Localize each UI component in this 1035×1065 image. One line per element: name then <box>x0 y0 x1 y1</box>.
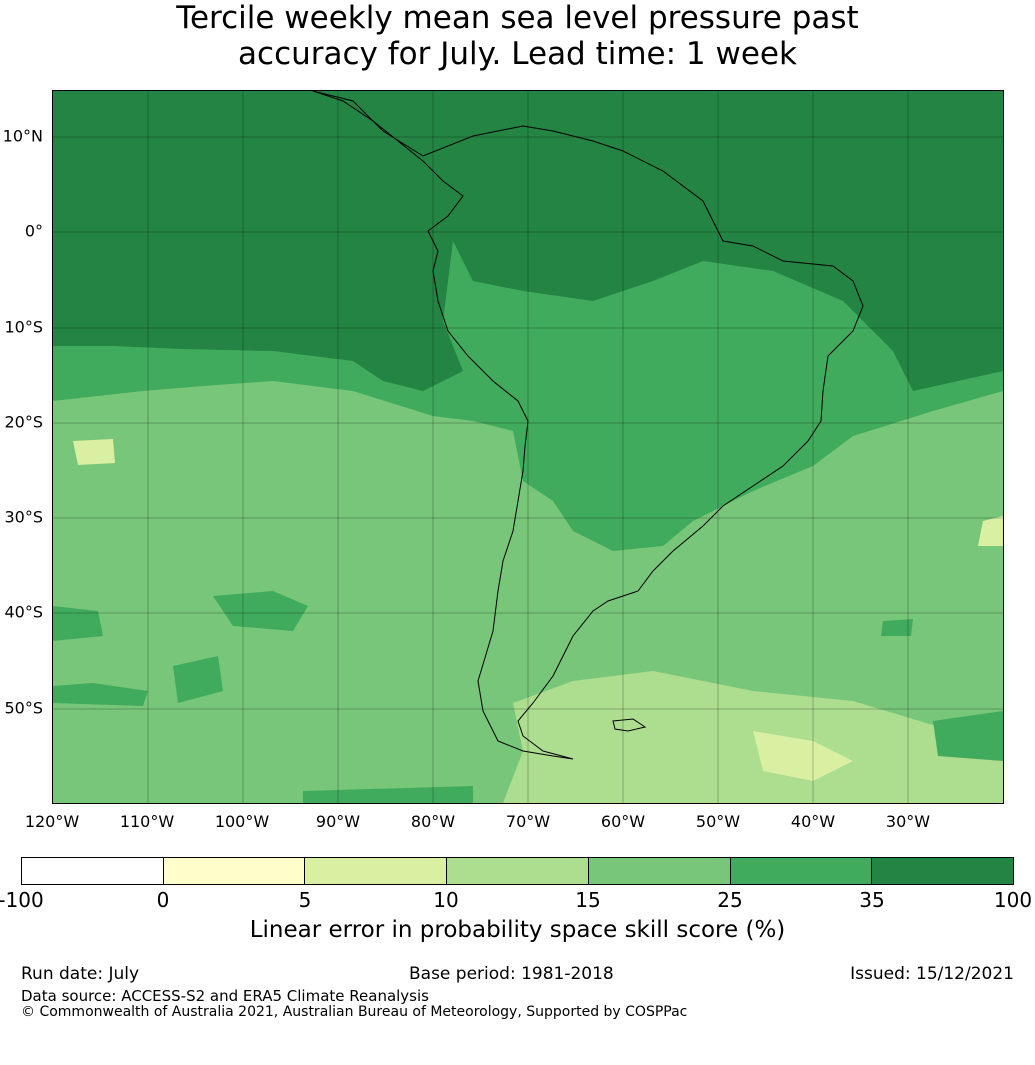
colorbar-tick: 0 <box>156 888 170 912</box>
base-period: Base period: 1981-2018 <box>409 964 614 984</box>
lon-label-100w: 100°W <box>214 812 270 831</box>
skill-band-25-35-d <box>53 683 148 706</box>
skill-band-25-35-c <box>213 591 308 631</box>
title-line-1: Tercile weekly mean sea level pressure p… <box>176 0 859 36</box>
lon-label-50w: 50°W <box>695 812 741 831</box>
lat-label-30s: 30°S <box>4 507 43 527</box>
colorbar-tick: 15 <box>575 888 601 912</box>
colorbar-tick: 5 <box>298 888 312 912</box>
skill-band-35-100 <box>53 91 1003 391</box>
colorbar-tick: -100 <box>0 888 44 912</box>
skill-score-map <box>52 90 1004 804</box>
colorbar-segment <box>22 858 164 884</box>
issued-date: Issued: 15/12/2021 <box>850 964 1014 984</box>
colorbar-tick: 10 <box>433 888 459 912</box>
colorbar-segment <box>163 858 306 884</box>
lon-label-40w: 40°W <box>790 812 836 831</box>
copyright: © Commonwealth of Australia 2021, Austra… <box>21 1004 688 1020</box>
south-america-coastline <box>312 91 864 760</box>
skill-band-25-35-g <box>933 711 1003 761</box>
colorbar <box>21 857 1014 885</box>
colorbar-segment <box>730 858 873 884</box>
lat-label-10n: 10°N <box>2 126 43 146</box>
lat-label-50s: 50°S <box>4 698 43 718</box>
skill-band-25-35-e <box>173 656 223 703</box>
lat-label-20s: 20°S <box>4 412 43 432</box>
colorbar-segment <box>447 858 589 884</box>
colorbar-label: Linear error in probability space skill … <box>249 917 786 943</box>
falkland-islands <box>612 718 647 732</box>
skill-band-10-15 <box>503 671 1003 803</box>
lon-label-110w: 110°W <box>119 812 175 831</box>
lat-label-0: 0° <box>24 221 43 241</box>
skill-band-25-35-b <box>53 606 103 641</box>
colorbar-segment <box>872 858 1014 884</box>
data-source: Data source: ACCESS-S2 and ERA5 Climate … <box>21 987 429 1005</box>
lat-label-10s: 10°S <box>4 317 43 337</box>
colorbar-tick: 100 <box>993 888 1033 912</box>
colorbar-segment <box>305 858 448 884</box>
skill-band-25-35-f <box>881 619 913 636</box>
colorbar-tick: 25 <box>717 888 743 912</box>
title-line-2: accuracy for July. Lead time: 1 week <box>238 36 797 72</box>
colorbar-segment <box>588 858 731 884</box>
skill-band-continent <box>483 291 813 531</box>
lat-label-40s: 40°S <box>4 602 43 622</box>
lon-label-70w: 70°W <box>505 812 551 831</box>
skill-band-25-35-h <box>303 786 473 803</box>
map-graticule <box>53 91 1003 803</box>
lon-label-120w: 120°W <box>24 812 80 831</box>
lon-label-90w: 90°W <box>315 812 361 831</box>
skill-band-5-10-b <box>978 516 1003 546</box>
run-date: Run date: July <box>21 964 140 984</box>
lon-label-60w: 60°W <box>600 812 646 831</box>
map-title: Tercile weekly mean sea level pressure p… <box>0 0 1035 72</box>
skill-band-5-10-c <box>73 439 115 465</box>
lon-label-30w: 30°W <box>885 812 931 831</box>
lon-label-80w: 80°W <box>410 812 456 831</box>
skill-band-5-10 <box>753 731 853 781</box>
colorbar-tick: 35 <box>859 888 885 912</box>
